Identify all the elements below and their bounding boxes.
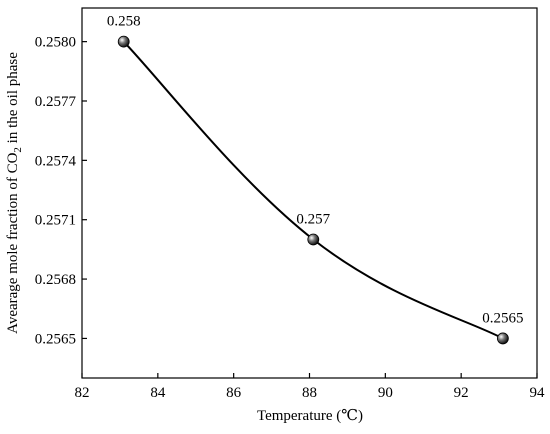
y-tick-label: 0.2574 [35, 153, 77, 169]
series-line [122, 40, 504, 340]
y-tick-label: 0.2571 [35, 213, 76, 229]
data-label: 0.258 [107, 14, 141, 30]
y-axis-title-part1: Avearage mole fraction of CO [5, 152, 21, 333]
data-point [307, 233, 320, 246]
y-tick-label: 0.2580 [35, 35, 76, 51]
x-tick-label: 88 [302, 385, 317, 401]
y-axis-ticks: 0.2565 0.2568 0.2571 0.2574 0.2577 0.2580 [35, 35, 87, 347]
data-markers [117, 35, 509, 345]
x-tick-label: 94 [530, 385, 546, 401]
data-labels: 0.258 0.257 0.2565 [107, 14, 524, 327]
x-tick-label: 90 [378, 385, 393, 401]
data-label: 0.2565 [482, 310, 523, 326]
x-tick-label: 92 [454, 385, 469, 401]
data-point [117, 35, 130, 48]
x-axis-title: Temperature (℃) [257, 408, 363, 424]
y-tick-label: 0.2577 [35, 94, 77, 110]
data-label: 0.257 [296, 211, 330, 227]
y-axis-title-part2: in the oil phase [5, 52, 21, 147]
x-axis-ticks: 82 84 86 88 90 92 94 [75, 373, 546, 401]
y-axis-title: Avearage mole fraction of CO2 in the oil… [5, 52, 24, 334]
y-axis-title-subscript: 2 [12, 147, 24, 153]
x-tick-label: 86 [226, 385, 242, 401]
x-tick-label: 84 [150, 385, 166, 401]
y-tick-label: 0.2565 [35, 331, 76, 347]
data-point [496, 332, 509, 345]
y-tick-label: 0.2568 [35, 272, 76, 288]
x-tick-label: 82 [75, 385, 90, 401]
